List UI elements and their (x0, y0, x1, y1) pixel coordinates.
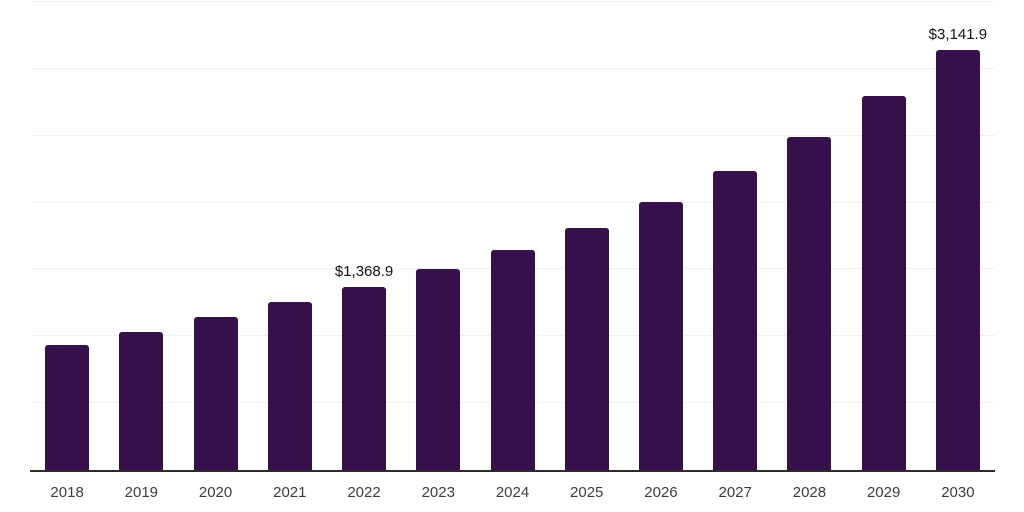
bar-value-label-2022: $1,368.9 (334, 262, 394, 280)
x-tick-label-2029: 2029 (866, 484, 901, 501)
gridline (30, 67, 995, 69)
bar-2028 (787, 136, 832, 470)
x-tick-label-2019: 2019 (124, 484, 159, 501)
x-tick-label-2025: 2025 (570, 484, 604, 501)
x-tick-label-2030: 2030 (941, 484, 975, 501)
x-tick-label-2027: 2027 (718, 484, 752, 501)
bar-2030 (935, 49, 980, 470)
x-tick-label-2024: 2024 (495, 484, 530, 501)
bar-value-label-2030: $3,141.9 (928, 25, 988, 43)
x-tick-label-2023: 2023 (421, 484, 455, 501)
bar-2029 (861, 95, 906, 470)
bar-2026 (638, 201, 683, 470)
bar-2022 (342, 286, 387, 470)
plot-area: $1,368.9 $3,141.9 (30, 1, 995, 470)
bar-2021 (267, 301, 312, 470)
x-tick-label-2020: 2020 (198, 484, 233, 501)
x-tick-label-2018: 2018 (50, 484, 84, 501)
gridline (30, 201, 995, 203)
x-tick-label-2028: 2028 (792, 484, 827, 501)
bar-2024 (490, 249, 535, 470)
bar-2025 (564, 227, 609, 470)
bar-2019 (119, 332, 164, 470)
bar-2027 (713, 170, 758, 470)
x-axis-labels: 2018 2019 2020 2021 2022 2023 2024 2025 2026 2027… (30, 484, 995, 504)
gridline (30, 1, 995, 2)
gridline (30, 134, 995, 136)
x-tick-label-2021: 2021 (273, 484, 307, 501)
bar-2023 (416, 268, 461, 470)
bar-2020 (193, 316, 238, 470)
x-tick-label-2022: 2022 (347, 484, 381, 501)
bar-2018 (45, 344, 90, 470)
x-axis-line (30, 470, 995, 472)
x-tick-label-2026: 2026 (644, 484, 678, 501)
